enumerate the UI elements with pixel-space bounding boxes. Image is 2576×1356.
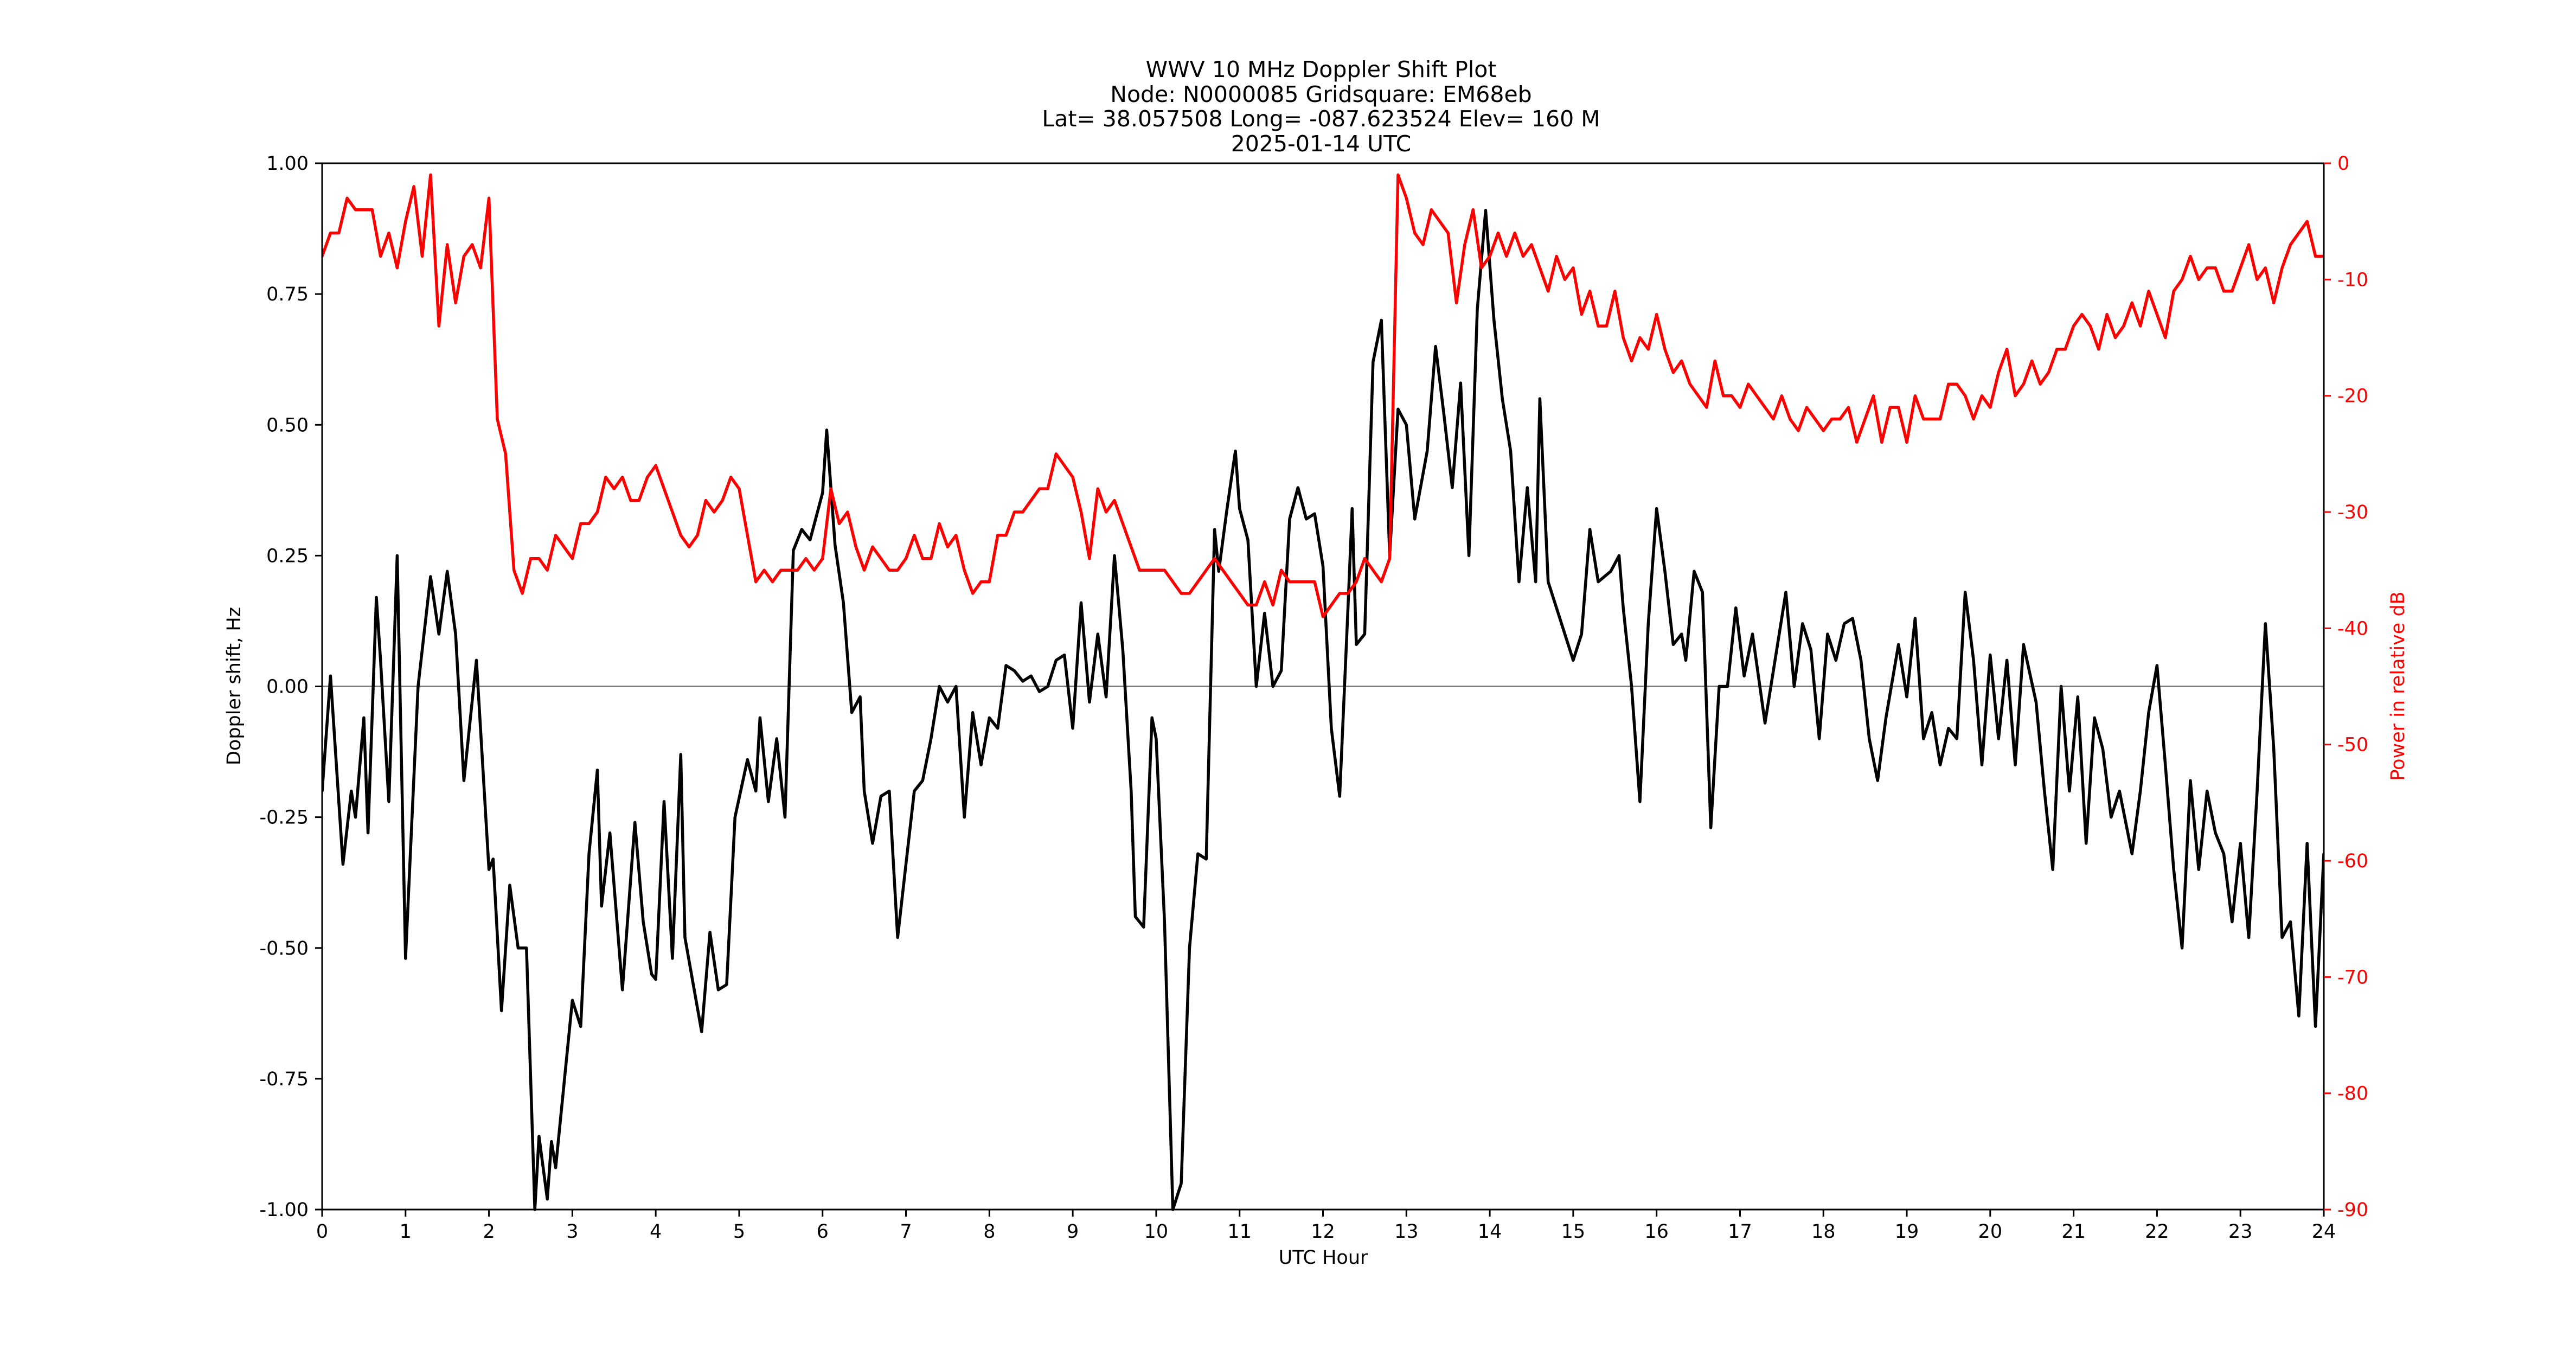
y-axis-left-label: Doppler shift, Hz — [223, 607, 245, 765]
y-right-tick-label: -90 — [2337, 1199, 2368, 1221]
y-right-tick-label: -50 — [2337, 734, 2368, 756]
x-tick-label: 16 — [1644, 1221, 1669, 1243]
y-left-tick-label: 1.00 — [266, 153, 309, 175]
y-right-tick-label: -30 — [2337, 502, 2368, 523]
x-tick-label: 21 — [2061, 1221, 2086, 1243]
y-left-tick-label: -1.00 — [259, 1199, 309, 1221]
chart-title-line-2: Node: N0000085 Gridsquare: EM68eb — [1110, 81, 1531, 107]
x-tick-label: 11 — [1227, 1221, 1252, 1243]
x-axis-label: UTC Hour — [1279, 1247, 1368, 1269]
chart-title-line-4: 2025-01-14 UTC — [1231, 131, 1412, 157]
y-axis-right: -90 -80 -70 -60 -50 -40 -30 -20 -10 0 — [2324, 153, 2368, 1221]
x-axis: 0 1 2 3 4 5 6 7 8 9 10 11 12 13 14 15 16 17 18 19 20 21 22 23 24 — [316, 1210, 2336, 1243]
y-right-tick-label: 0 — [2337, 153, 2349, 175]
y-left-tick-label: -0.75 — [259, 1069, 309, 1090]
x-tick-label: 1 — [400, 1221, 412, 1243]
doppler-shift-line — [322, 209, 2324, 1211]
y-left-tick-label: 0.00 — [266, 676, 309, 698]
x-tick-label: 17 — [1728, 1221, 1752, 1243]
y-axis-right-label: Power in relative dB — [2387, 591, 2409, 781]
x-tick-label: 2 — [483, 1221, 495, 1243]
x-tick-label: 24 — [2312, 1221, 2336, 1243]
x-tick-label: 14 — [1478, 1221, 1502, 1243]
x-tick-label: 10 — [1144, 1221, 1169, 1243]
chart-title-line-1: WWV 10 MHz Doppler Shift Plot — [1146, 56, 1497, 82]
x-tick-label: 4 — [650, 1221, 662, 1243]
series-layer — [322, 173, 2324, 1211]
x-tick-label: 7 — [900, 1221, 912, 1243]
x-tick-label: 5 — [733, 1221, 745, 1243]
y-axis-left: -1.00 -0.75 -0.50 -0.25 0.00 0.25 0.50 0.75 1.00 — [259, 153, 322, 1221]
y-left-tick-label: 0.50 — [266, 414, 309, 436]
x-tick-label: 19 — [1895, 1221, 1919, 1243]
x-tick-label: 13 — [1394, 1221, 1419, 1243]
y-right-tick-label: -40 — [2337, 618, 2368, 639]
y-right-tick-label: -70 — [2337, 967, 2368, 988]
y-left-tick-label: 0.75 — [266, 284, 309, 305]
x-tick-label: 23 — [2228, 1221, 2253, 1243]
x-tick-label: 15 — [1561, 1221, 1586, 1243]
y-left-tick-label: -0.50 — [259, 938, 309, 960]
x-tick-label: 0 — [316, 1221, 328, 1243]
x-tick-label: 18 — [1811, 1221, 1836, 1243]
power-line — [322, 173, 2324, 618]
y-left-tick-label: -0.25 — [259, 807, 309, 829]
y-right-tick-label: -10 — [2337, 269, 2368, 291]
x-tick-label: 6 — [817, 1221, 829, 1243]
x-tick-label: 20 — [1978, 1221, 2003, 1243]
y-right-tick-label: -60 — [2337, 850, 2368, 872]
x-tick-label: 22 — [2145, 1221, 2169, 1243]
x-tick-label: 8 — [983, 1221, 995, 1243]
x-tick-label: 12 — [1311, 1221, 1335, 1243]
chart-title: WWV 10 MHz Doppler Shift Plot Node: N000… — [1042, 56, 1600, 157]
chart-title-line-3: Lat= 38.057508 Long= -087.623524 Elev= 1… — [1042, 106, 1600, 132]
x-tick-label: 9 — [1067, 1221, 1079, 1243]
y-left-tick-label: 0.25 — [266, 545, 309, 567]
y-right-tick-label: -20 — [2337, 386, 2368, 407]
x-tick-label: 3 — [566, 1221, 578, 1243]
y-right-tick-label: -80 — [2337, 1083, 2368, 1105]
